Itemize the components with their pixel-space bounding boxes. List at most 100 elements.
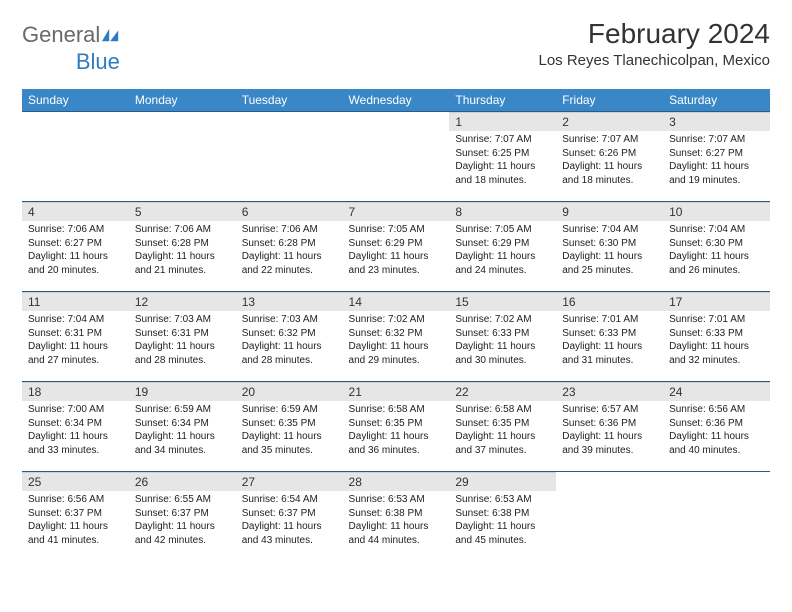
- daylight-line: Daylight: 11 hours and 31 minutes.: [562, 340, 657, 367]
- day-number: 11: [22, 292, 129, 311]
- sunset-line: Sunset: 6:27 PM: [669, 147, 764, 161]
- brand-word-1: General: [22, 22, 100, 48]
- calendar-row: 11Sunrise: 7:04 AMSunset: 6:31 PMDayligh…: [22, 292, 770, 382]
- sunrise-line: Sunrise: 6:59 AM: [135, 403, 230, 417]
- brand-sail-icon: [102, 28, 120, 42]
- day-details: Sunrise: 7:06 AMSunset: 6:28 PMDaylight:…: [129, 221, 236, 279]
- day-number: 22: [449, 382, 556, 401]
- daylight-line: Daylight: 11 hours and 41 minutes.: [28, 520, 123, 547]
- sunset-line: Sunset: 6:35 PM: [349, 417, 444, 431]
- daylight-line: Daylight: 11 hours and 36 minutes.: [349, 430, 444, 457]
- day-details: Sunrise: 6:59 AMSunset: 6:34 PMDaylight:…: [129, 401, 236, 459]
- sunrise-line: Sunrise: 7:04 AM: [669, 223, 764, 237]
- calendar-cell: 0: [663, 472, 770, 562]
- sunset-line: Sunset: 6:31 PM: [135, 327, 230, 341]
- day-details: Sunrise: 7:05 AMSunset: 6:29 PMDaylight:…: [343, 221, 450, 279]
- daylight-line: Daylight: 11 hours and 24 minutes.: [455, 250, 550, 277]
- day-details: Sunrise: 6:56 AMSunset: 6:36 PMDaylight:…: [663, 401, 770, 459]
- sunrise-line: Sunrise: 6:58 AM: [455, 403, 550, 417]
- sunset-line: Sunset: 6:36 PM: [669, 417, 764, 431]
- day-details: Sunrise: 6:53 AMSunset: 6:38 PMDaylight:…: [449, 491, 556, 549]
- calendar-cell: 7Sunrise: 7:05 AMSunset: 6:29 PMDaylight…: [343, 202, 450, 292]
- daylight-line: Daylight: 11 hours and 19 minutes.: [669, 160, 764, 187]
- sunset-line: Sunset: 6:25 PM: [455, 147, 550, 161]
- sunset-line: Sunset: 6:35 PM: [242, 417, 337, 431]
- day-details: Sunrise: 7:02 AMSunset: 6:32 PMDaylight:…: [343, 311, 450, 369]
- weekday-header: Monday: [129, 89, 236, 112]
- calendar-row: 4Sunrise: 7:06 AMSunset: 6:27 PMDaylight…: [22, 202, 770, 292]
- day-details: Sunrise: 7:00 AMSunset: 6:34 PMDaylight:…: [22, 401, 129, 459]
- calendar-row: 00001Sunrise: 7:07 AMSunset: 6:25 PMDayl…: [22, 112, 770, 202]
- sunrise-line: Sunrise: 7:03 AM: [135, 313, 230, 327]
- daylight-line: Daylight: 11 hours and 18 minutes.: [455, 160, 550, 187]
- calendar-cell: 2Sunrise: 7:07 AMSunset: 6:26 PMDaylight…: [556, 112, 663, 202]
- calendar-cell: 29Sunrise: 6:53 AMSunset: 6:38 PMDayligh…: [449, 472, 556, 562]
- day-number: 4: [22, 202, 129, 221]
- day-details: Sunrise: 7:02 AMSunset: 6:33 PMDaylight:…: [449, 311, 556, 369]
- calendar-cell: 0: [236, 112, 343, 202]
- sunrise-line: Sunrise: 6:58 AM: [349, 403, 444, 417]
- daylight-line: Daylight: 11 hours and 21 minutes.: [135, 250, 230, 277]
- day-number: 18: [22, 382, 129, 401]
- sunrise-line: Sunrise: 7:05 AM: [455, 223, 550, 237]
- weekday-header: Friday: [556, 89, 663, 112]
- day-details: Sunrise: 6:54 AMSunset: 6:37 PMDaylight:…: [236, 491, 343, 549]
- sunrise-line: Sunrise: 7:01 AM: [562, 313, 657, 327]
- calendar-cell: 19Sunrise: 6:59 AMSunset: 6:34 PMDayligh…: [129, 382, 236, 472]
- sunset-line: Sunset: 6:37 PM: [28, 507, 123, 521]
- day-details: Sunrise: 7:04 AMSunset: 6:30 PMDaylight:…: [556, 221, 663, 279]
- sunset-line: Sunset: 6:38 PM: [349, 507, 444, 521]
- sunrise-line: Sunrise: 7:01 AM: [669, 313, 764, 327]
- brand-word-2: Blue: [76, 49, 120, 75]
- day-number: 19: [129, 382, 236, 401]
- sunrise-line: Sunrise: 7:04 AM: [28, 313, 123, 327]
- day-details: Sunrise: 7:07 AMSunset: 6:27 PMDaylight:…: [663, 131, 770, 189]
- sunrise-line: Sunrise: 6:53 AM: [349, 493, 444, 507]
- day-details: Sunrise: 6:58 AMSunset: 6:35 PMDaylight:…: [449, 401, 556, 459]
- sunrise-line: Sunrise: 7:07 AM: [455, 133, 550, 147]
- daylight-line: Daylight: 11 hours and 32 minutes.: [669, 340, 764, 367]
- sunrise-line: Sunrise: 7:05 AM: [349, 223, 444, 237]
- day-number: 5: [129, 202, 236, 221]
- daylight-line: Daylight: 11 hours and 42 minutes.: [135, 520, 230, 547]
- weekday-header: Tuesday: [236, 89, 343, 112]
- calendar-cell: 3Sunrise: 7:07 AMSunset: 6:27 PMDaylight…: [663, 112, 770, 202]
- weekday-header-row: SundayMondayTuesdayWednesdayThursdayFrid…: [22, 89, 770, 112]
- sunset-line: Sunset: 6:37 PM: [242, 507, 337, 521]
- sunset-line: Sunset: 6:37 PM: [135, 507, 230, 521]
- sunrise-line: Sunrise: 7:00 AM: [28, 403, 123, 417]
- calendar-cell: 0: [129, 112, 236, 202]
- day-details: Sunrise: 6:57 AMSunset: 6:36 PMDaylight:…: [556, 401, 663, 459]
- day-details: Sunrise: 7:04 AMSunset: 6:31 PMDaylight:…: [22, 311, 129, 369]
- day-details: Sunrise: 7:01 AMSunset: 6:33 PMDaylight:…: [556, 311, 663, 369]
- calendar-cell: 21Sunrise: 6:58 AMSunset: 6:35 PMDayligh…: [343, 382, 450, 472]
- calendar-cell: 17Sunrise: 7:01 AMSunset: 6:33 PMDayligh…: [663, 292, 770, 382]
- calendar-cell: 12Sunrise: 7:03 AMSunset: 6:31 PMDayligh…: [129, 292, 236, 382]
- day-number: 2: [556, 112, 663, 131]
- weekday-header: Sunday: [22, 89, 129, 112]
- calendar-cell: 8Sunrise: 7:05 AMSunset: 6:29 PMDaylight…: [449, 202, 556, 292]
- calendar-cell: 0: [556, 472, 663, 562]
- day-details: Sunrise: 6:53 AMSunset: 6:38 PMDaylight:…: [343, 491, 450, 549]
- weekday-header: Wednesday: [343, 89, 450, 112]
- calendar-cell: 22Sunrise: 6:58 AMSunset: 6:35 PMDayligh…: [449, 382, 556, 472]
- sunrise-line: Sunrise: 7:03 AM: [242, 313, 337, 327]
- month-title: February 2024: [538, 18, 770, 50]
- sunrise-line: Sunrise: 7:06 AM: [28, 223, 123, 237]
- sunset-line: Sunset: 6:33 PM: [455, 327, 550, 341]
- calendar-cell: 10Sunrise: 7:04 AMSunset: 6:30 PMDayligh…: [663, 202, 770, 292]
- daylight-line: Daylight: 11 hours and 43 minutes.: [242, 520, 337, 547]
- location-text: Los Reyes Tlanechicolpan, Mexico: [538, 52, 770, 69]
- calendar-cell: 0: [22, 112, 129, 202]
- day-number: 1: [449, 112, 556, 131]
- day-number: 8: [449, 202, 556, 221]
- calendar-cell: 24Sunrise: 6:56 AMSunset: 6:36 PMDayligh…: [663, 382, 770, 472]
- day-number: 24: [663, 382, 770, 401]
- day-details: Sunrise: 7:07 AMSunset: 6:25 PMDaylight:…: [449, 131, 556, 189]
- daylight-line: Daylight: 11 hours and 39 minutes.: [562, 430, 657, 457]
- weekday-header: Thursday: [449, 89, 556, 112]
- day-details: Sunrise: 7:06 AMSunset: 6:27 PMDaylight:…: [22, 221, 129, 279]
- sunrise-line: Sunrise: 7:02 AM: [455, 313, 550, 327]
- day-number: 26: [129, 472, 236, 491]
- sunset-line: Sunset: 6:27 PM: [28, 237, 123, 251]
